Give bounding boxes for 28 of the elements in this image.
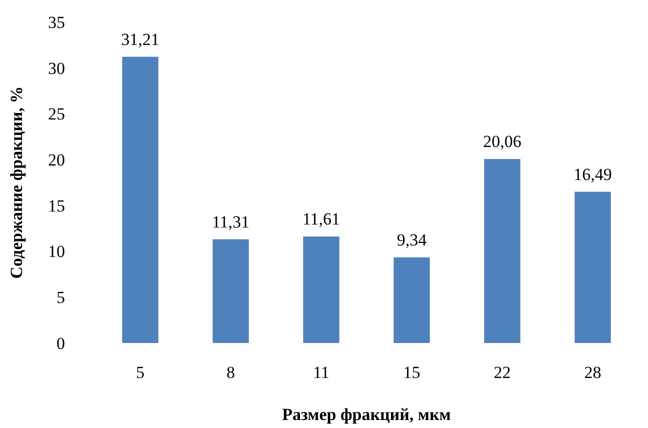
- bar: [484, 159, 520, 343]
- y-tick-label: 25: [48, 104, 65, 124]
- bar: [394, 257, 430, 343]
- data-label: 20,06: [483, 132, 522, 152]
- y-tick-label: 30: [48, 58, 65, 78]
- x-tick-label: 22: [494, 363, 511, 382]
- x-tick-label: 11: [313, 363, 330, 382]
- x-tick-label: 8: [226, 363, 235, 382]
- data-label: 16,49: [574, 164, 612, 184]
- x-tick-label: 15: [403, 363, 420, 382]
- y-tick-label: 15: [48, 196, 65, 216]
- y-tick-label: 5: [56, 288, 65, 308]
- bar: [122, 56, 158, 343]
- y-tick-label: 35: [48, 12, 65, 32]
- data-label: 31,21: [121, 30, 160, 49]
- bar: [303, 236, 340, 343]
- bar: [574, 192, 611, 343]
- x-tick-label: 5: [136, 363, 144, 382]
- x-axis-title: Размер фракций, мкм: [282, 405, 452, 424]
- x-tick-label: 28: [584, 363, 602, 382]
- data-label: 11,31: [212, 212, 250, 232]
- data-label: 9,34: [396, 230, 428, 250]
- data-label: 11,61: [302, 210, 340, 229]
- y-tick-label: 20: [48, 150, 65, 170]
- y-tick-label: 10: [48, 242, 65, 262]
- y-tick-label: 0: [56, 334, 65, 353]
- bar: [212, 239, 249, 343]
- y-axis-title: Содержание фракции, %: [7, 86, 26, 279]
